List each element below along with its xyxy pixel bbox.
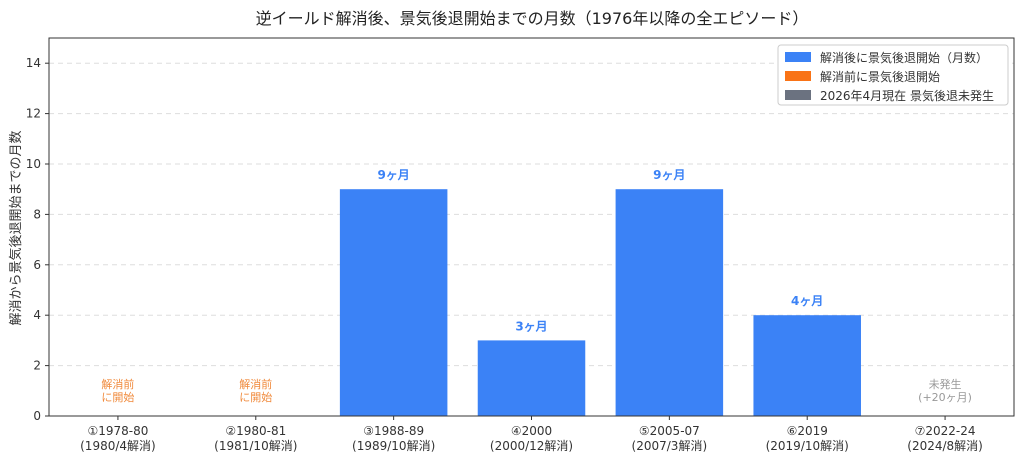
y-axis-label: 解消から景気後退開始までの月数 bbox=[8, 130, 24, 325]
y-tick-label: 14 bbox=[26, 56, 41, 70]
x-tick-label: ⑦2022-24 bbox=[915, 424, 976, 438]
x-tick-label: (1989/10解消) bbox=[352, 439, 435, 453]
y-tick-label: 8 bbox=[33, 207, 41, 221]
x-tick-label: ⑤2005-07 bbox=[639, 424, 700, 438]
x-tick-label: ②1980-81 bbox=[225, 424, 286, 438]
legend-swatch bbox=[785, 52, 811, 62]
axes: 02468101214①1978-80(1980/4解消)②1980-81(19… bbox=[26, 37, 1015, 453]
bar-annotation: 解消前 bbox=[239, 377, 272, 391]
chart-title: 逆イールド解消後、景気後退開始までの月数（1976年以降の全エピソード） bbox=[256, 9, 809, 28]
bar-value-label: 9ヶ月 bbox=[653, 168, 685, 182]
x-tick-label: ①1978-80 bbox=[87, 424, 148, 438]
x-tick-label: (1981/10解消) bbox=[214, 439, 297, 453]
x-tick-label: (2024/8解消) bbox=[907, 439, 983, 453]
x-tick-label: (1980/4解消) bbox=[80, 439, 156, 453]
bar bbox=[615, 189, 724, 416]
bar-value-label: 4ヶ月 bbox=[791, 294, 823, 308]
y-tick-label: 0 bbox=[33, 409, 41, 423]
bar-annotation: (+20ヶ月) bbox=[918, 391, 972, 404]
x-tick-label: ⑥2019 bbox=[787, 424, 828, 438]
bars bbox=[339, 189, 861, 416]
legend-swatch bbox=[785, 90, 811, 100]
bar-annotation: 解消前 bbox=[101, 377, 134, 391]
x-tick-label: ④2000 bbox=[511, 424, 552, 438]
y-tick-label: 2 bbox=[33, 359, 41, 373]
legend-swatch bbox=[785, 71, 811, 81]
bar bbox=[477, 340, 586, 416]
y-tick-label: 10 bbox=[26, 157, 41, 171]
bar bbox=[753, 315, 861, 416]
legend-label: 解消後に景気後退開始（月数） bbox=[820, 50, 988, 65]
legend-label: 解消前に景気後退開始 bbox=[820, 69, 940, 84]
bar bbox=[339, 189, 448, 416]
bar-annotation: 未発生 bbox=[929, 377, 962, 391]
legend: 解消後に景気後退開始（月数） 解消前に景気後退開始 2026年4月現在 景気後退未発… bbox=[777, 44, 1009, 106]
bar-value-label: 3ヶ月 bbox=[515, 319, 547, 333]
x-tick-label: (2000/12解消) bbox=[490, 439, 573, 453]
x-tick-label: ③1988-89 bbox=[363, 424, 424, 438]
legend-label: 2026年4月現在 景気後退未発生 bbox=[820, 88, 994, 103]
y-tick-label: 4 bbox=[33, 308, 41, 322]
plot-frame bbox=[48, 37, 1015, 417]
legend-box bbox=[777, 44, 1009, 106]
x-tick-label: (2019/10解消) bbox=[766, 439, 849, 453]
bar-value-label: 9ヶ月 bbox=[377, 168, 409, 182]
bar-annotation: に開始 bbox=[239, 390, 272, 404]
x-tick-label: (2007/3解消) bbox=[632, 439, 708, 453]
bar-annotation: に開始 bbox=[101, 390, 134, 404]
y-tick-label: 6 bbox=[33, 258, 41, 272]
y-tick-label: 12 bbox=[26, 107, 41, 121]
